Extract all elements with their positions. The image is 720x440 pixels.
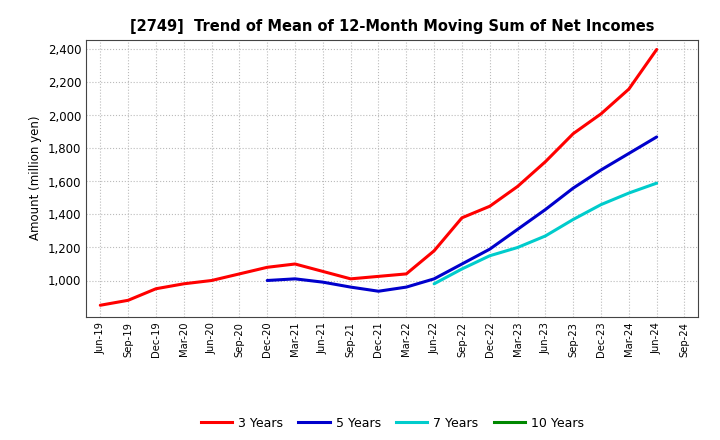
5 Years <box>569 186 577 191</box>
7 Years <box>624 191 633 196</box>
5 Years <box>263 278 271 283</box>
3 Years <box>624 86 633 92</box>
7 Years <box>513 245 522 250</box>
3 Years <box>152 286 161 291</box>
3 Years <box>235 271 243 276</box>
3 Years <box>485 204 494 209</box>
3 Years <box>597 111 606 117</box>
Y-axis label: Amount (million yen): Amount (million yen) <box>30 116 42 240</box>
7 Years <box>541 233 550 238</box>
3 Years <box>374 274 383 279</box>
3 Years <box>179 281 188 286</box>
Title: [2749]  Trend of Mean of 12-Month Moving Sum of Net Incomes: [2749] Trend of Mean of 12-Month Moving … <box>130 19 654 34</box>
7 Years <box>458 266 467 271</box>
7 Years <box>430 281 438 286</box>
5 Years <box>624 151 633 156</box>
5 Years <box>458 261 467 267</box>
5 Years <box>513 227 522 232</box>
5 Years <box>597 167 606 172</box>
3 Years <box>346 276 355 282</box>
3 Years <box>458 215 467 220</box>
3 Years <box>291 261 300 267</box>
5 Years <box>541 207 550 212</box>
3 Years <box>402 271 410 276</box>
3 Years <box>541 159 550 164</box>
5 Years <box>402 284 410 290</box>
5 Years <box>291 276 300 282</box>
Line: 3 Years: 3 Years <box>100 49 657 305</box>
3 Years <box>652 47 661 52</box>
3 Years <box>318 269 327 274</box>
3 Years <box>430 248 438 253</box>
3 Years <box>513 184 522 189</box>
5 Years <box>318 279 327 285</box>
7 Years <box>569 217 577 222</box>
7 Years <box>485 253 494 258</box>
7 Years <box>597 202 606 207</box>
3 Years <box>124 297 132 303</box>
Line: 7 Years: 7 Years <box>434 183 657 284</box>
5 Years <box>652 134 661 139</box>
3 Years <box>207 278 216 283</box>
Legend: 3 Years, 5 Years, 7 Years, 10 Years: 3 Years, 5 Years, 7 Years, 10 Years <box>196 412 589 435</box>
5 Years <box>346 284 355 290</box>
3 Years <box>569 131 577 136</box>
7 Years <box>652 180 661 186</box>
Line: 5 Years: 5 Years <box>267 137 657 291</box>
5 Years <box>430 276 438 282</box>
3 Years <box>263 264 271 270</box>
5 Years <box>485 246 494 252</box>
3 Years <box>96 303 104 308</box>
5 Years <box>374 289 383 294</box>
